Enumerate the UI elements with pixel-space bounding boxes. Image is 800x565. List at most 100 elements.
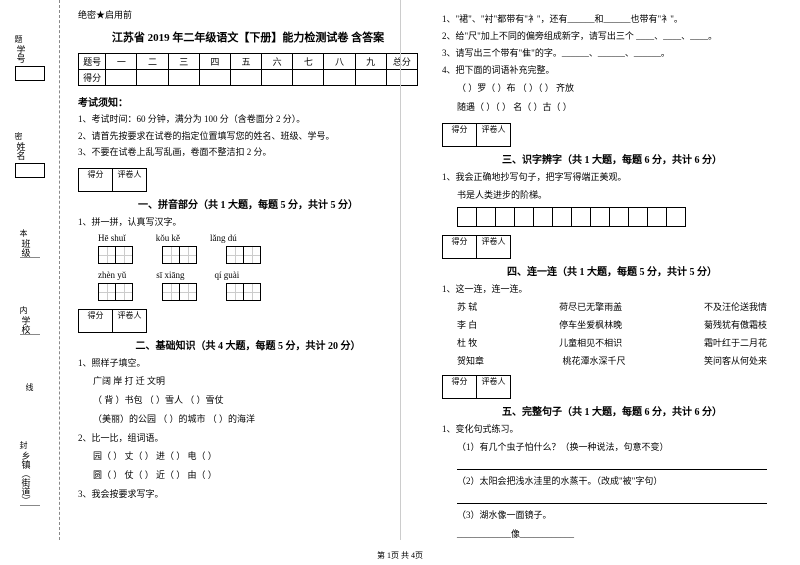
q-r4: 4、把下面的词语补充完整。 bbox=[442, 63, 782, 76]
gutter-mark: 内 bbox=[20, 306, 28, 315]
score-table: 题号 一 二 三 四 五 六 七 八 九 总分 得分 bbox=[78, 53, 418, 86]
grid-cell[interactable] bbox=[495, 207, 515, 227]
cell[interactable] bbox=[355, 70, 386, 86]
tian-cell[interactable] bbox=[98, 246, 116, 264]
cell[interactable] bbox=[230, 70, 261, 86]
tian-group bbox=[226, 246, 260, 264]
cell: 七 bbox=[293, 54, 324, 70]
grader-label: 评卷人 bbox=[112, 168, 147, 192]
grid-cell[interactable] bbox=[647, 207, 667, 227]
class-line[interactable] bbox=[20, 257, 40, 258]
grid-cell[interactable] bbox=[609, 207, 629, 227]
school-line[interactable] bbox=[20, 334, 40, 335]
grid-cell[interactable] bbox=[571, 207, 591, 227]
student-id-label: 学号 bbox=[15, 45, 28, 63]
grid-cell[interactable] bbox=[552, 207, 572, 227]
gutter-mark: 本 bbox=[20, 229, 28, 238]
q2-1: 1、照样子填空。 bbox=[78, 356, 418, 369]
cell: 总分 bbox=[386, 54, 417, 70]
tian-cell[interactable] bbox=[162, 283, 180, 301]
cell[interactable] bbox=[199, 70, 230, 86]
grid-cell[interactable] bbox=[533, 207, 553, 227]
grader-box: 得分 评卷人 bbox=[442, 123, 782, 147]
pinyin-row: Hē shuǐ kǒu kě lǎng dú bbox=[98, 233, 418, 243]
score-label: 得分 bbox=[78, 168, 113, 192]
grid-cell[interactable] bbox=[457, 207, 477, 227]
pinyin: Hē shuǐ bbox=[98, 233, 126, 243]
verse: 不及汪伦送我情 bbox=[704, 300, 767, 313]
fill-line: 随遇（ ）（ ） 名（ ）古（ ） bbox=[457, 99, 782, 115]
tian-cell[interactable] bbox=[226, 246, 244, 264]
grid-cell[interactable] bbox=[590, 207, 610, 227]
pinyin: sī xiāng bbox=[156, 270, 184, 280]
tian-cell[interactable] bbox=[115, 246, 133, 264]
township-line[interactable] bbox=[20, 505, 40, 506]
verse: 桃花潭水深千尺 bbox=[562, 354, 625, 367]
grader-box: 得分 评卷人 bbox=[442, 235, 782, 259]
grader-label: 评卷人 bbox=[476, 235, 511, 259]
section-1-title: 一、拼音部分（共 1 大题，每题 5 分，共计 5 分） bbox=[78, 196, 418, 211]
gutter-mark: 密 bbox=[15, 132, 23, 141]
name-box[interactable] bbox=[15, 163, 45, 178]
gutter-mark: 封 bbox=[20, 441, 28, 450]
cell[interactable] bbox=[293, 70, 324, 86]
tian-cell[interactable] bbox=[226, 283, 244, 301]
tian-cell[interactable] bbox=[98, 283, 116, 301]
q5: 1、变化句式练习。 bbox=[442, 422, 782, 435]
verse: 停车坐爱枫林晚 bbox=[559, 318, 622, 331]
cell[interactable] bbox=[137, 70, 168, 86]
tian-cell[interactable] bbox=[179, 246, 197, 264]
section-3-title: 三、识字辨字（共 1 大题，每题 6 分，共计 6 分） bbox=[442, 151, 782, 166]
grid-cell[interactable] bbox=[666, 207, 686, 227]
tian-cell[interactable] bbox=[115, 283, 133, 301]
gutter-group: 封 乡镇（街道） bbox=[20, 440, 40, 506]
verse: 儿童相见不相识 bbox=[559, 336, 622, 349]
right-column: 1、"裙"、"衬"都带有"衤"，还有______和______也带有"衤"。 2… bbox=[430, 8, 794, 532]
verse: 笑问客从何处来 bbox=[704, 354, 767, 367]
example-line: 广阔 岸 打 迁 文明 bbox=[93, 373, 418, 389]
cell: 得分 bbox=[79, 70, 106, 86]
pinyin: kǒu kě bbox=[156, 233, 180, 243]
cell[interactable] bbox=[106, 70, 137, 86]
gutter-mark: 题 bbox=[15, 35, 23, 44]
school-label: 学校 bbox=[20, 316, 33, 334]
column-divider bbox=[400, 0, 401, 540]
score-label: 得分 bbox=[78, 309, 113, 333]
section-5-title: 五、完整句子（共 1 大题，每题 6 分，共计 6 分） bbox=[442, 403, 782, 418]
answer-line[interactable] bbox=[457, 458, 767, 470]
pinyin: lǎng dú bbox=[210, 233, 237, 243]
gutter-mark: 线 bbox=[26, 383, 34, 392]
gutter-group: 线 bbox=[26, 382, 34, 393]
student-id-box[interactable] bbox=[15, 66, 45, 81]
verse: 霜叶红于二月花 bbox=[704, 336, 767, 349]
gutter-group: 本 班级 bbox=[20, 228, 40, 258]
cell[interactable] bbox=[168, 70, 199, 86]
cell: 四 bbox=[199, 54, 230, 70]
tian-cell[interactable] bbox=[243, 283, 261, 301]
tian-cell[interactable] bbox=[179, 283, 197, 301]
gutter-group: 题 学号 bbox=[15, 34, 45, 84]
cell[interactable] bbox=[324, 70, 355, 86]
class-label: 班级 bbox=[20, 239, 33, 257]
tian-cell[interactable] bbox=[243, 246, 261, 264]
gutter-group: 密 姓名 bbox=[15, 131, 45, 181]
q2-2: 2、比一比，组词语。 bbox=[78, 431, 418, 444]
grid-cell[interactable] bbox=[476, 207, 496, 227]
notice-item: 1、考试时间：60 分钟，满分为 100 分（含卷面分 2 分）。 bbox=[78, 113, 418, 127]
tian-group bbox=[98, 246, 132, 264]
answer-line[interactable] bbox=[457, 492, 767, 504]
pinyin-row: zhèn yǔ sī xiāng qí guài bbox=[98, 270, 418, 280]
q-r2: 2、给"尺"加上不同的偏旁组成新字，请写出三个 ____、____、____。 bbox=[442, 29, 782, 42]
cell[interactable] bbox=[386, 70, 417, 86]
match-row: 杜 牧儿童相见不相识霜叶红于二月花 bbox=[457, 336, 767, 349]
grid-cell[interactable] bbox=[514, 207, 534, 227]
township-label: 乡镇（街道） bbox=[20, 451, 33, 505]
q2-3: 3、我会按要求写字。 bbox=[78, 487, 418, 500]
tian-cell[interactable] bbox=[162, 246, 180, 264]
grid-cell[interactable] bbox=[628, 207, 648, 227]
score-label: 得分 bbox=[442, 235, 477, 259]
copy-grid bbox=[457, 207, 782, 227]
cell[interactable] bbox=[262, 70, 293, 86]
q5c: （3）湖水像一面镜子。 bbox=[457, 507, 782, 523]
char-grid-row bbox=[98, 283, 418, 301]
